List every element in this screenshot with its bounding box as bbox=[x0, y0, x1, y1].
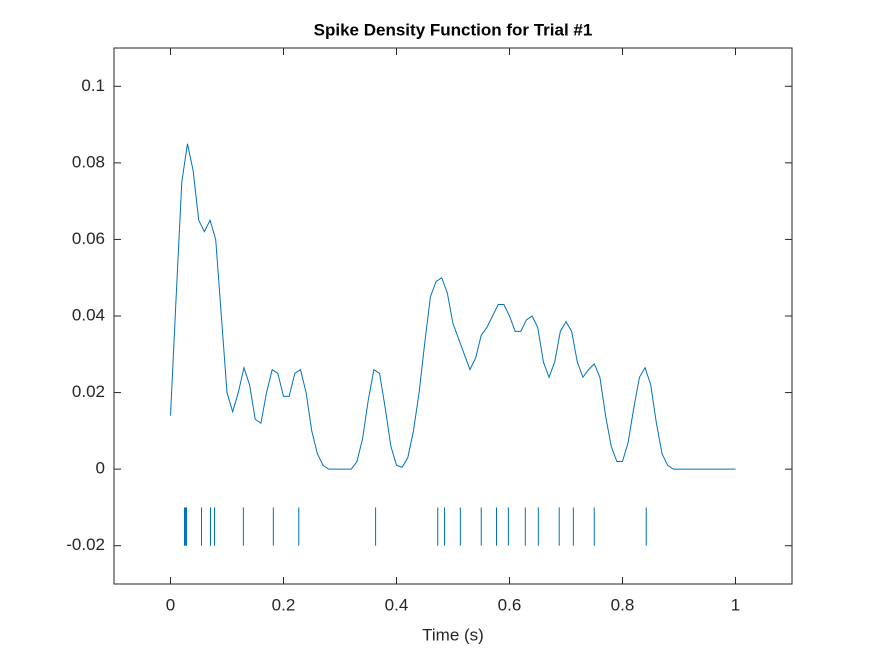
y-tick-label: 0.06 bbox=[72, 229, 105, 248]
y-tick-label: 0.04 bbox=[72, 305, 105, 324]
chart-title: Spike Density Function for Trial #1 bbox=[314, 20, 593, 39]
y-tick-label: 0.1 bbox=[81, 76, 105, 95]
x-axis-label: Time (s) bbox=[422, 625, 484, 644]
x-tick-label: 0 bbox=[166, 595, 175, 614]
x-tick-label: 1 bbox=[731, 595, 740, 614]
y-tick-label: 0 bbox=[96, 459, 105, 478]
x-tick-label: 0.8 bbox=[611, 595, 635, 614]
density-line bbox=[170, 143, 736, 470]
x-tick-label: 0.2 bbox=[272, 595, 296, 614]
y-tick-label: -0.02 bbox=[66, 535, 105, 554]
x-tick-label: 0.6 bbox=[498, 595, 522, 614]
y-tick-label: 0.08 bbox=[72, 152, 105, 171]
y-tick-label: 0.02 bbox=[72, 382, 105, 401]
x-tick-label: 0.4 bbox=[385, 595, 409, 614]
